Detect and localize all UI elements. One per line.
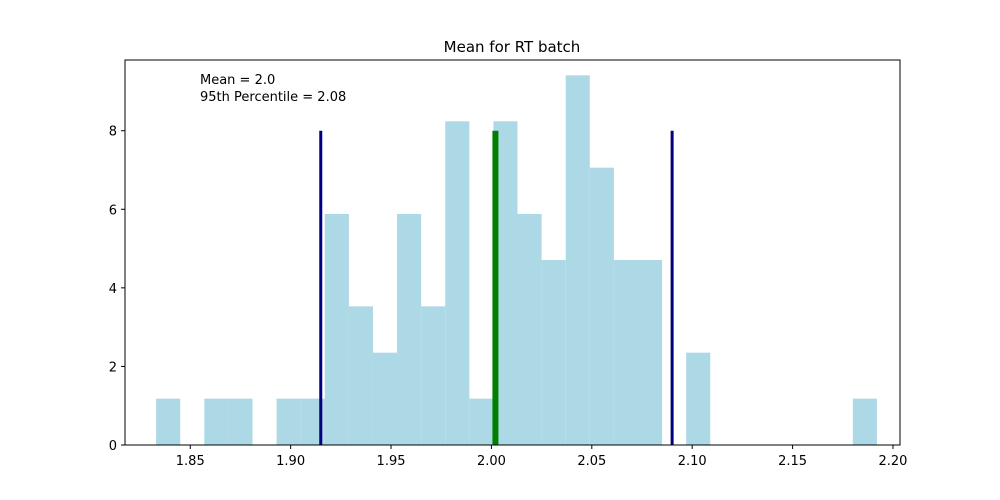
- x-tick-label: 2.20: [878, 454, 907, 469]
- histogram-bar: [565, 75, 590, 446]
- y-tick-label: 4: [109, 282, 117, 297]
- y-tick-label: 8: [109, 125, 117, 140]
- histogram-bar: [613, 259, 638, 445]
- x-tick-label: 2.05: [577, 454, 606, 469]
- x-axis: 1.85 1.90 1.95 2.00 2.05 2.10 2.15 2.20: [176, 445, 907, 469]
- y-tick-label: 0: [109, 439, 117, 454]
- histogram-bar: [541, 259, 566, 445]
- x-tick-label: 1.95: [377, 454, 406, 469]
- histogram-bar: [204, 398, 229, 445]
- histogram-bar: [421, 306, 446, 445]
- annotation-percentile: 95th Percentile = 2.08: [200, 90, 346, 105]
- histogram-bar: [686, 352, 711, 445]
- x-tick-label: 2.10: [678, 454, 707, 469]
- histogram-bar: [156, 398, 181, 445]
- histogram-bar: [445, 121, 470, 446]
- annotation-mean: Mean = 2.0: [200, 73, 275, 88]
- plot-frame: [124, 59, 901, 446]
- histogram-bar: [372, 352, 398, 445]
- histogram-bar: [276, 398, 301, 445]
- x-tick-label: 2.00: [477, 454, 506, 469]
- y-tick-label: 6: [109, 203, 117, 218]
- histogram-bar: [637, 259, 663, 445]
- x-tick-label: 1.90: [276, 454, 305, 469]
- reference-lines: [319, 130, 674, 445]
- histogram-bar: [469, 398, 494, 445]
- chart-title: Mean for RT batch: [444, 38, 581, 56]
- y-tick-label: 2: [109, 360, 117, 375]
- histogram-bar: [348, 306, 373, 445]
- y-axis: 0 2 4 6 8: [109, 125, 125, 454]
- histogram-bar: [228, 398, 253, 445]
- histogram-bar: [852, 398, 877, 445]
- x-tick-label: 2.15: [778, 454, 807, 469]
- histogram-bar: [397, 214, 422, 445]
- histogram-bars: [156, 75, 877, 446]
- histogram-bar: [324, 214, 349, 445]
- x-tick-label: 1.85: [176, 454, 205, 469]
- histogram-bar: [517, 214, 542, 445]
- histogram-bar: [589, 167, 614, 445]
